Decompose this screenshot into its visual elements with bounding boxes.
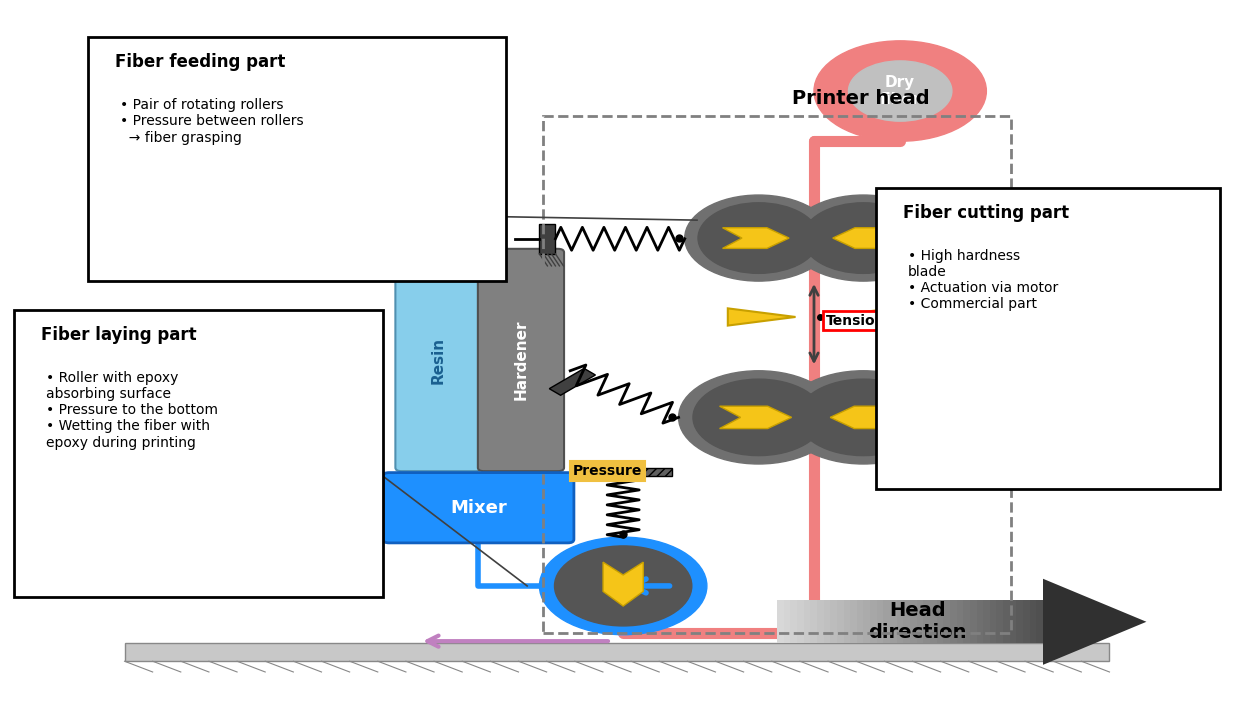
Polygon shape xyxy=(811,600,817,643)
Circle shape xyxy=(797,379,929,456)
Polygon shape xyxy=(1029,600,1037,643)
Polygon shape xyxy=(777,600,784,643)
Polygon shape xyxy=(983,600,990,643)
Text: • Roller with epoxy
absorbing surface
• Pressure to the bottom
• Wetting the fib: • Roller with epoxy absorbing surface • … xyxy=(46,371,217,449)
Polygon shape xyxy=(964,600,970,643)
Polygon shape xyxy=(884,600,890,643)
Text: Fiber feeding part: Fiber feeding part xyxy=(115,53,285,71)
Polygon shape xyxy=(817,600,823,643)
Polygon shape xyxy=(917,600,923,643)
Polygon shape xyxy=(943,600,950,643)
Polygon shape xyxy=(990,600,997,643)
Circle shape xyxy=(679,371,839,464)
Polygon shape xyxy=(923,600,930,643)
Polygon shape xyxy=(833,228,900,248)
Bar xyxy=(574,467,673,476)
Circle shape xyxy=(698,203,819,274)
Polygon shape xyxy=(723,228,789,248)
Circle shape xyxy=(790,195,937,281)
FancyBboxPatch shape xyxy=(478,249,564,471)
Text: • Pair of rotating rollers
• Pressure between rollers
  → fiber grasping: • Pair of rotating rollers • Pressure be… xyxy=(120,98,304,145)
Polygon shape xyxy=(976,600,983,643)
Polygon shape xyxy=(784,600,790,643)
Polygon shape xyxy=(1037,600,1043,643)
Polygon shape xyxy=(897,600,903,643)
FancyBboxPatch shape xyxy=(14,310,383,597)
Polygon shape xyxy=(997,600,1003,643)
Polygon shape xyxy=(830,406,902,428)
Polygon shape xyxy=(1043,579,1146,665)
Polygon shape xyxy=(909,600,917,643)
Polygon shape xyxy=(803,600,811,643)
Polygon shape xyxy=(821,308,893,325)
FancyBboxPatch shape xyxy=(876,188,1220,489)
Polygon shape xyxy=(870,600,877,643)
Polygon shape xyxy=(837,600,844,643)
Polygon shape xyxy=(844,600,850,643)
Polygon shape xyxy=(950,600,956,643)
Text: Fiber laying part: Fiber laying part xyxy=(41,325,196,343)
Polygon shape xyxy=(1023,600,1029,643)
Polygon shape xyxy=(797,600,803,643)
Polygon shape xyxy=(850,600,856,643)
Text: Tension: Tension xyxy=(826,313,886,328)
Polygon shape xyxy=(956,600,964,643)
Text: Head
direction: Head direction xyxy=(869,601,966,642)
Polygon shape xyxy=(790,600,797,643)
Polygon shape xyxy=(903,600,909,643)
FancyBboxPatch shape xyxy=(395,249,481,471)
Circle shape xyxy=(802,203,924,274)
Polygon shape xyxy=(1009,600,1017,643)
Polygon shape xyxy=(890,600,897,643)
Text: • High hardness
blade
• Actuation via motor
• Commercial part: • High hardness blade • Actuation via mo… xyxy=(907,249,1058,312)
Circle shape xyxy=(694,379,824,456)
FancyBboxPatch shape xyxy=(88,37,506,281)
Text: Fiber cutting part: Fiber cutting part xyxy=(902,204,1069,222)
FancyBboxPatch shape xyxy=(383,472,574,543)
Polygon shape xyxy=(930,600,937,643)
Circle shape xyxy=(685,195,833,281)
Polygon shape xyxy=(1003,600,1009,643)
Text: Mixer: Mixer xyxy=(450,499,507,517)
Polygon shape xyxy=(830,600,837,643)
Circle shape xyxy=(554,546,692,626)
Circle shape xyxy=(849,61,951,121)
Circle shape xyxy=(539,537,707,635)
Polygon shape xyxy=(856,600,864,643)
Polygon shape xyxy=(823,600,830,643)
Polygon shape xyxy=(937,600,943,643)
Text: Hardener: Hardener xyxy=(513,320,528,400)
Polygon shape xyxy=(864,600,870,643)
Polygon shape xyxy=(970,600,976,643)
Bar xyxy=(549,369,596,395)
Text: Printer head: Printer head xyxy=(792,89,930,107)
Bar xyxy=(125,643,1109,661)
Polygon shape xyxy=(719,406,791,428)
Bar xyxy=(539,224,555,254)
Polygon shape xyxy=(603,562,643,606)
Text: Dry
fiber: Dry fiber xyxy=(880,75,921,107)
Polygon shape xyxy=(877,600,884,643)
Circle shape xyxy=(784,371,943,464)
Polygon shape xyxy=(728,308,796,325)
Polygon shape xyxy=(1017,600,1023,643)
Circle shape xyxy=(814,41,986,141)
Text: Resin: Resin xyxy=(431,336,445,384)
Text: Pressure: Pressure xyxy=(573,464,642,478)
